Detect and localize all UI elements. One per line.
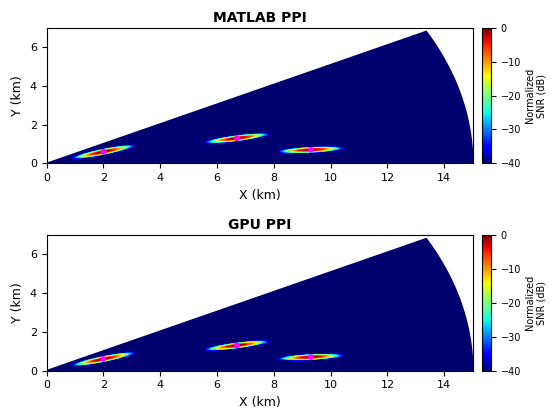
Y-axis label: Normalized
SNR (dB): Normalized SNR (dB) xyxy=(525,68,547,123)
Point xyxy=(306,147,315,153)
Y-axis label: Y (km): Y (km) xyxy=(11,282,24,323)
Point xyxy=(99,148,108,155)
Polygon shape xyxy=(46,239,473,370)
Point xyxy=(232,135,241,142)
X-axis label: X (km): X (km) xyxy=(239,189,281,202)
Polygon shape xyxy=(46,32,473,163)
Title: GPU PPI: GPU PPI xyxy=(228,218,291,232)
Point xyxy=(306,354,315,360)
Y-axis label: Y (km): Y (km) xyxy=(11,75,24,116)
Y-axis label: Normalized
SNR (dB): Normalized SNR (dB) xyxy=(525,275,547,331)
Point xyxy=(99,356,108,362)
X-axis label: X (km): X (km) xyxy=(239,396,281,409)
Title: MATLAB PPI: MATLAB PPI xyxy=(213,11,306,25)
Point xyxy=(232,342,241,349)
